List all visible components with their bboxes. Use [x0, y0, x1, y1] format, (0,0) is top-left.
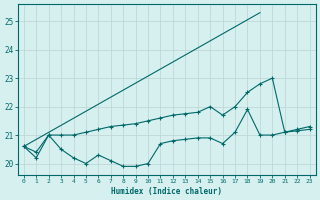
X-axis label: Humidex (Indice chaleur): Humidex (Indice chaleur): [111, 187, 222, 196]
